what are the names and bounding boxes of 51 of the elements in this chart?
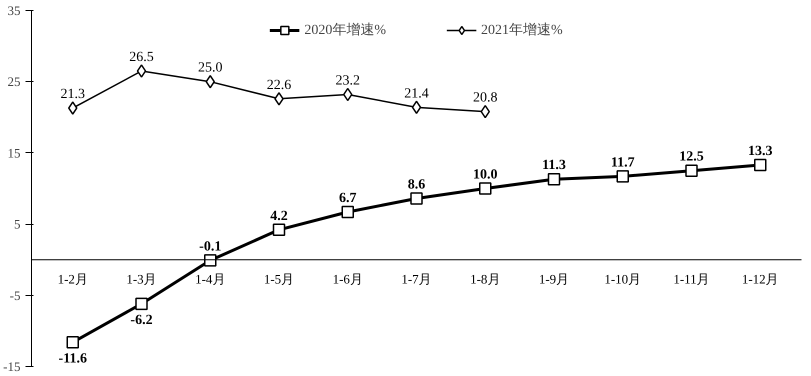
x-tick-label: 1-6月 bbox=[332, 272, 363, 287]
x-tick-label: 1-12月 bbox=[742, 272, 779, 287]
data-label: 22.6 bbox=[266, 78, 292, 93]
data-label: 25.0 bbox=[198, 60, 222, 76]
legend-label: 2021年增速% bbox=[481, 22, 563, 39]
data-label: 26.5 bbox=[129, 50, 154, 66]
x-tick-label: 1-9月 bbox=[538, 272, 570, 287]
y-tick-label: 35 bbox=[8, 3, 20, 18]
y-tick-label: 5 bbox=[14, 216, 20, 232]
data-label: 10.0 bbox=[473, 168, 498, 182]
point bbox=[548, 172, 560, 186]
data-label: -11.6 bbox=[58, 351, 87, 366]
data-label: 8.6 bbox=[408, 177, 426, 192]
data-label: 12.5 bbox=[679, 150, 704, 165]
point bbox=[135, 298, 148, 310]
y-tick-label: 25 bbox=[8, 74, 20, 90]
data-label: 20.8 bbox=[473, 90, 498, 106]
point bbox=[754, 158, 766, 172]
x-tick-label: 1-4月 bbox=[195, 272, 226, 287]
point bbox=[685, 164, 698, 177]
data-label: 11.3 bbox=[542, 158, 566, 174]
x-tick-label: 1-5月 bbox=[264, 272, 294, 287]
x-tick-label: 1-8月 bbox=[470, 272, 500, 287]
point bbox=[66, 336, 79, 349]
point bbox=[616, 170, 629, 183]
data-label: -6.2 bbox=[130, 312, 153, 328]
x-tick-label: 1-10月 bbox=[604, 272, 642, 287]
data-label: 13.3 bbox=[748, 144, 772, 160]
legend-label: 2020年增速% bbox=[304, 22, 386, 39]
point bbox=[204, 254, 216, 267]
data-label: 21.3 bbox=[60, 87, 85, 102]
data-label: 6.7 bbox=[339, 190, 356, 206]
y-tick-label: -15 bbox=[3, 359, 21, 374]
point bbox=[342, 206, 354, 218]
point bbox=[136, 64, 146, 78]
data-label: 23.2 bbox=[336, 74, 360, 89]
data-label: 11.7 bbox=[610, 155, 635, 170]
y-tick-label: -5 bbox=[10, 288, 21, 303]
data-label: -0.1 bbox=[199, 239, 222, 254]
x-tick-label: 1-11月 bbox=[673, 272, 710, 287]
point bbox=[410, 192, 423, 205]
x-tick-label: 1-2月 bbox=[58, 272, 88, 287]
data-label: 4.2 bbox=[270, 208, 288, 224]
point bbox=[412, 100, 422, 114]
data-label: 21.4 bbox=[404, 86, 429, 102]
point bbox=[479, 182, 492, 195]
point bbox=[272, 224, 286, 236]
x-tick-label: 1-7月 bbox=[401, 272, 432, 287]
y-tick-label: 15 bbox=[8, 145, 20, 160]
point bbox=[274, 92, 284, 106]
x-tick-label: 1-3月 bbox=[126, 272, 157, 287]
